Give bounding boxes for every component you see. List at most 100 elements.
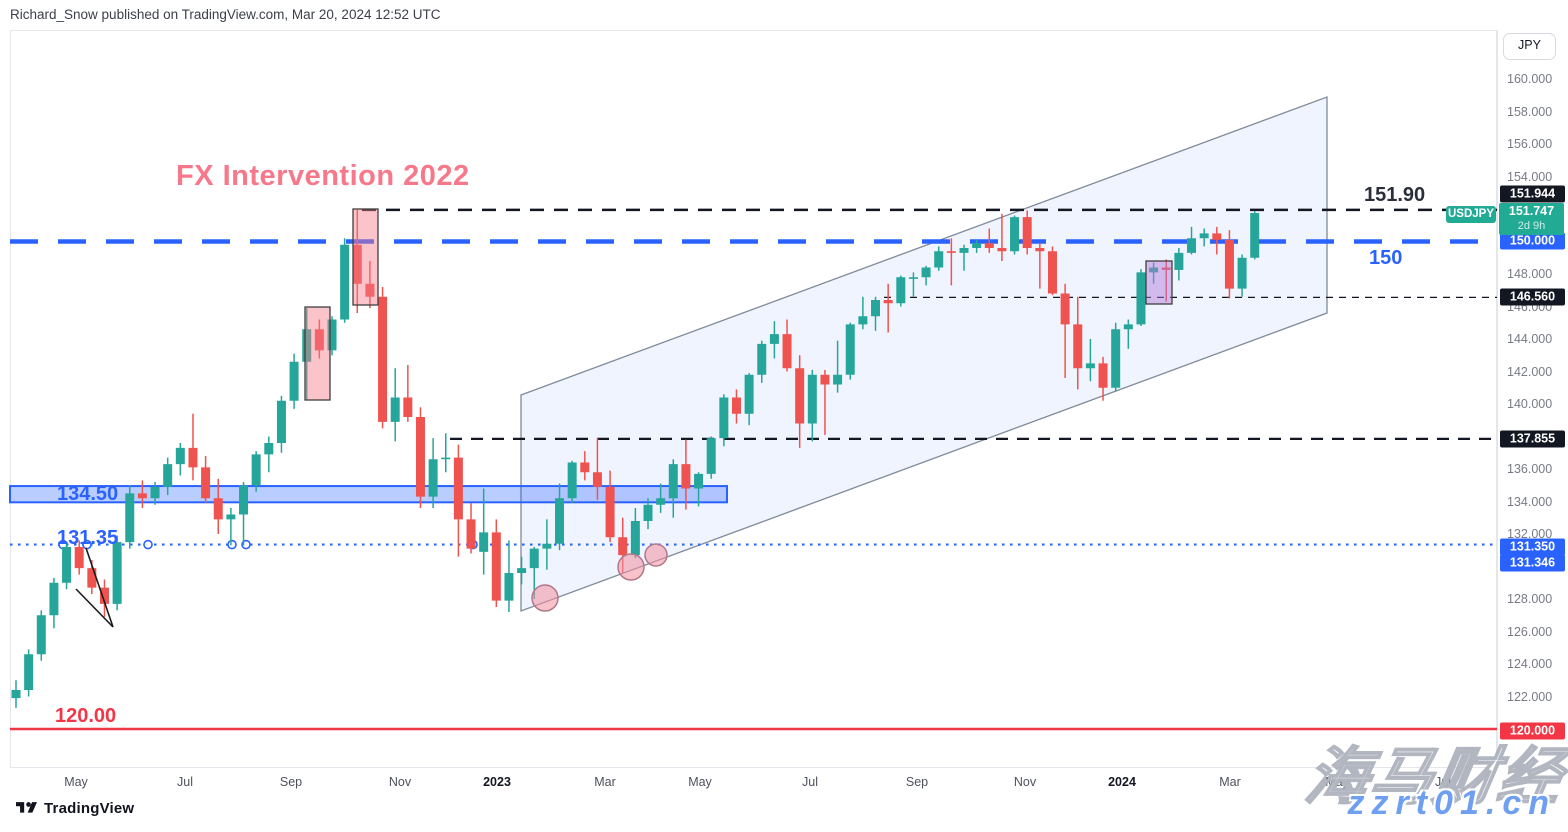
price-level-badge: 131.350 xyxy=(1500,538,1565,556)
candle xyxy=(137,493,147,499)
higher-low-circles[interactable] xyxy=(531,543,668,612)
watermark-url-text: zzrt01.cn xyxy=(1347,784,1556,822)
candle xyxy=(934,251,944,268)
time-tick: May xyxy=(1325,775,1349,789)
tradingview-brand[interactable]: TradingView xyxy=(16,799,134,817)
tradingview-brand-text: TradingView xyxy=(44,799,135,817)
candle xyxy=(984,243,994,248)
candle xyxy=(1022,217,1032,248)
time-tick: Mar xyxy=(594,775,616,789)
candle xyxy=(567,462,577,499)
candle xyxy=(757,343,767,375)
support-zone-134-50[interactable] xyxy=(9,485,728,504)
candle xyxy=(1098,363,1108,388)
price-level-badge: 151.944 xyxy=(1500,185,1565,203)
candle xyxy=(517,568,527,573)
candle xyxy=(1085,363,1095,369)
time-axis[interactable]: May Jul Sep Nov 2023 Mar May Jul Sep Nov 2024 Mar Ma… xyxy=(0,768,1568,796)
time-tick: May xyxy=(688,775,712,789)
time-tick: Sep xyxy=(905,775,929,789)
price-tick: 128.000 xyxy=(1507,592,1553,606)
candle xyxy=(795,368,805,424)
candle xyxy=(1250,213,1260,258)
time-tick: Sep xyxy=(279,775,303,789)
candle xyxy=(681,464,691,489)
candle xyxy=(163,464,173,487)
bar-countdown: 2d 9h xyxy=(1517,220,1546,232)
price-tick: 124.000 xyxy=(1507,657,1553,671)
candle xyxy=(946,251,956,253)
candle xyxy=(871,300,881,317)
candle xyxy=(731,397,741,414)
candle xyxy=(833,374,843,385)
candle xyxy=(959,248,969,253)
candle xyxy=(580,462,590,473)
candle xyxy=(1149,267,1159,273)
candle xyxy=(62,547,72,583)
candle xyxy=(592,472,602,487)
last-price-value: 151.747 xyxy=(1508,204,1555,218)
price-level-badge: 131.346 xyxy=(1500,554,1565,572)
time-tick: 2024 xyxy=(1108,775,1136,789)
pullback-flag-lines[interactable] xyxy=(75,547,114,628)
candle xyxy=(1212,233,1222,240)
candle xyxy=(618,537,628,556)
candle xyxy=(479,532,489,552)
candle xyxy=(112,542,122,604)
candle xyxy=(1237,257,1247,289)
annotation-level-131-35: 131.35 xyxy=(57,527,119,549)
candle xyxy=(908,277,918,279)
price-tick: 142.000 xyxy=(1507,364,1553,379)
candle xyxy=(289,361,299,401)
candle xyxy=(1010,217,1020,252)
event-highlight-boxes[interactable] xyxy=(304,208,1173,401)
candle xyxy=(1161,267,1171,270)
annotation-level-134-50: 134.50 xyxy=(57,483,119,505)
tradingview-logo-icon xyxy=(16,799,37,817)
candle xyxy=(1187,238,1197,253)
candle xyxy=(150,486,160,499)
price-axis[interactable]: 160.000 158.000 156.000 154.000 148.000 146.0… xyxy=(1497,30,1568,768)
candle xyxy=(213,498,223,520)
candle xyxy=(188,447,198,468)
annotation-level-120-00: 120.00 xyxy=(55,705,117,727)
candle xyxy=(74,547,84,569)
price-tick: 132.000 xyxy=(1507,527,1553,541)
price-tick: 134.000 xyxy=(1507,494,1553,509)
candle xyxy=(1060,293,1070,325)
candle xyxy=(378,296,388,422)
candle xyxy=(896,277,906,304)
time-tick: May xyxy=(64,775,88,789)
time-tick: Mar xyxy=(1219,775,1241,789)
attribution-text: Richard_Snow published on TradingView.co… xyxy=(0,0,1568,30)
price-level-badge: 146.560 xyxy=(1500,288,1565,306)
price-level-badge: 120.000 xyxy=(1500,722,1565,740)
candle xyxy=(1047,251,1057,294)
candle xyxy=(719,397,729,439)
time-tick: Jul xyxy=(802,775,818,789)
price-tick: 160.000 xyxy=(1507,72,1553,86)
symbol-flag: USDJPY xyxy=(1446,206,1496,223)
candle xyxy=(769,334,779,344)
candle xyxy=(820,374,830,385)
candle xyxy=(1136,272,1146,325)
candle xyxy=(555,498,565,544)
candle xyxy=(1123,324,1133,330)
candle xyxy=(1224,239,1234,289)
candle xyxy=(314,329,324,351)
candle xyxy=(694,473,704,489)
annotation-level-151-90: 151.90 xyxy=(1364,184,1426,206)
trend-channel[interactable] xyxy=(520,96,1328,612)
candle xyxy=(466,519,476,549)
annotation-level-150: 150 xyxy=(1369,247,1403,269)
candle xyxy=(1073,324,1083,369)
candle xyxy=(643,504,653,521)
currency-toggle-button[interactable]: JPY xyxy=(1503,33,1556,60)
time-tick: Jul xyxy=(1435,775,1451,789)
candle xyxy=(997,248,1007,252)
candle xyxy=(504,573,514,601)
price-tick: 126.000 xyxy=(1507,624,1553,639)
last-price-badge: 151.747 2d 9h xyxy=(1499,203,1564,235)
